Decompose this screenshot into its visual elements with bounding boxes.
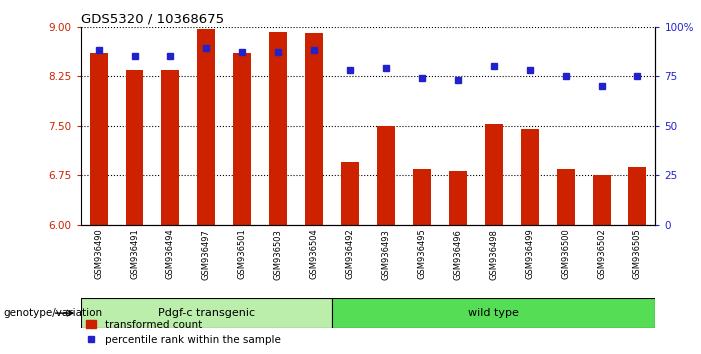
Text: GSM936505: GSM936505 bbox=[633, 229, 642, 279]
Bar bbox=[125, 69, 144, 225]
Text: GDS5320 / 10368675: GDS5320 / 10368675 bbox=[81, 12, 224, 25]
Bar bbox=[161, 69, 179, 225]
Text: GSM936494: GSM936494 bbox=[166, 229, 175, 279]
Bar bbox=[81, 298, 332, 328]
Bar bbox=[557, 169, 575, 225]
Text: GSM936490: GSM936490 bbox=[94, 229, 103, 279]
Text: GSM936493: GSM936493 bbox=[381, 229, 390, 280]
Bar bbox=[629, 167, 646, 225]
Bar bbox=[377, 126, 395, 225]
Text: GSM936498: GSM936498 bbox=[489, 229, 498, 280]
Text: GSM936495: GSM936495 bbox=[417, 229, 426, 279]
Bar bbox=[198, 29, 215, 225]
Bar bbox=[332, 298, 655, 328]
Text: GSM936491: GSM936491 bbox=[130, 229, 139, 279]
Text: GSM936496: GSM936496 bbox=[454, 229, 463, 280]
Bar bbox=[592, 175, 611, 225]
Text: GSM936499: GSM936499 bbox=[525, 229, 534, 279]
Text: GSM936492: GSM936492 bbox=[346, 229, 355, 279]
Text: GSM936503: GSM936503 bbox=[273, 229, 283, 280]
Legend: transformed count, percentile rank within the sample: transformed count, percentile rank withi… bbox=[86, 320, 280, 345]
Bar bbox=[269, 32, 287, 225]
Bar bbox=[233, 53, 251, 225]
Text: GSM936500: GSM936500 bbox=[561, 229, 570, 279]
Text: GSM936497: GSM936497 bbox=[202, 229, 211, 280]
Text: GSM936504: GSM936504 bbox=[310, 229, 319, 279]
Bar bbox=[413, 169, 431, 225]
Text: GSM936501: GSM936501 bbox=[238, 229, 247, 279]
Text: Pdgf-c transgenic: Pdgf-c transgenic bbox=[158, 308, 255, 318]
Text: GSM936502: GSM936502 bbox=[597, 229, 606, 279]
Bar bbox=[90, 53, 107, 225]
Bar bbox=[305, 33, 323, 225]
Text: genotype/variation: genotype/variation bbox=[4, 308, 102, 318]
Bar bbox=[341, 162, 359, 225]
Bar bbox=[449, 171, 467, 225]
Bar bbox=[485, 124, 503, 225]
Text: wild type: wild type bbox=[468, 308, 519, 318]
Bar bbox=[521, 129, 538, 225]
